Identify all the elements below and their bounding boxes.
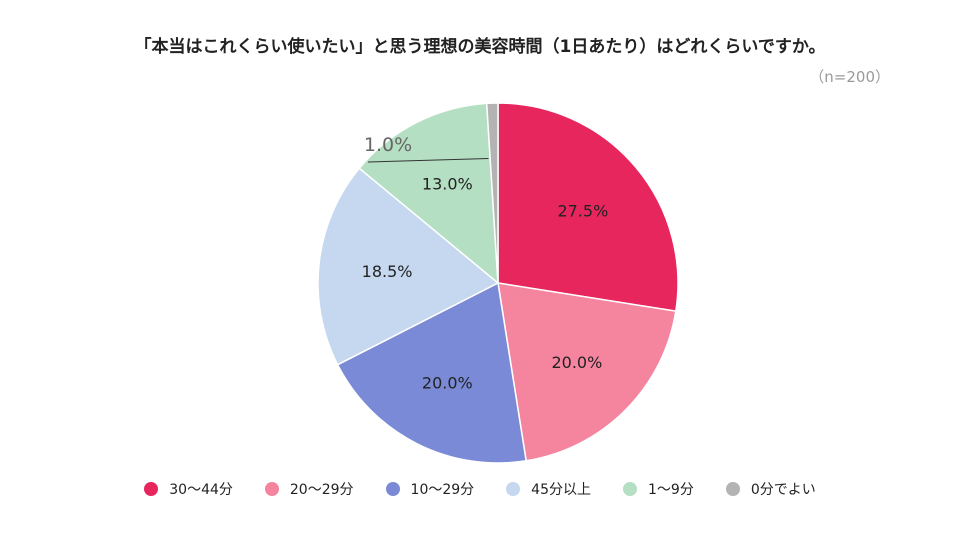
pie-slice-3: [336, 281, 528, 464]
legend-item-4: 45分以上: [506, 479, 591, 499]
legend-swatch-4: [506, 482, 521, 496]
legend-swatch-5: [623, 482, 637, 496]
legend-item-5: 1〜9分: [623, 479, 694, 499]
legend-label-3: 10〜29分: [410, 482, 475, 498]
pie-slice-1: [497, 102, 679, 313]
slice-label-3: 20.0%: [422, 373, 473, 392]
sample-size-note: （n=200）: [809, 68, 890, 86]
legend-item-2: 20〜29分: [264, 479, 354, 499]
legend-label-2: 20〜29分: [289, 482, 354, 498]
legend-item-1: 30〜44分: [144, 479, 233, 499]
legend-swatch-3: [385, 482, 400, 496]
slice-label-5: 13.0%: [422, 175, 473, 194]
legend-item-3: 10〜29分: [385, 479, 475, 499]
pie-slice-2: [497, 282, 677, 462]
legend-swatch-1: [144, 482, 159, 496]
legend-swatch-6: [725, 482, 740, 496]
legend-label-1: 30〜44分: [169, 482, 233, 498]
legend-label-5: 1〜9分: [648, 482, 694, 498]
pie-slice-4: [317, 167, 500, 366]
slice-label-2: 20.0%: [551, 353, 602, 372]
legend-label-4: 45分以上: [531, 482, 591, 498]
slice-leader-line-6: [367, 157, 489, 163]
pie-slice-5: [358, 102, 499, 285]
slice-label-6: 1.0%: [364, 134, 412, 156]
chart-title: 「本当はこれくらい使いたい」と思う理想の美容時間（1日あたり）はどれくらいですか…: [134, 37, 826, 57]
slice-label-1: 27.5%: [557, 202, 608, 221]
legend-item-6: 0分でよい: [725, 479, 816, 499]
legend-swatch-2: [264, 482, 279, 496]
chart-legend: 30〜44分 20〜29分 10〜29分 45分以上 1〜9分 0分でよい: [0, 479, 960, 499]
pie-slice-6: [485, 102, 499, 284]
legend-label-6: 0分でよい: [750, 482, 816, 498]
slice-label-4: 18.5%: [362, 262, 413, 281]
